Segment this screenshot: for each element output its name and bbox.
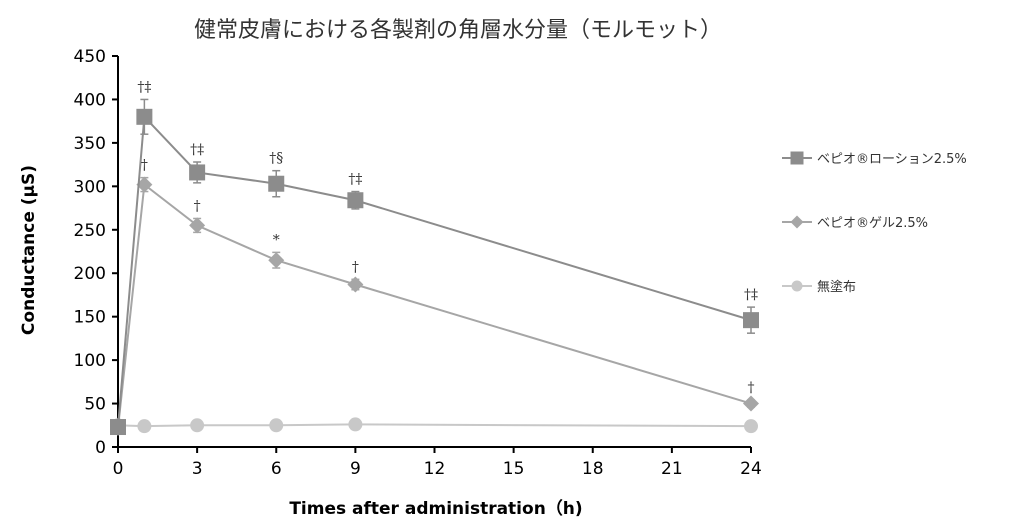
data-point — [189, 217, 206, 234]
legend-item: 無塗布 — [782, 279, 856, 295]
data-point — [744, 419, 758, 434]
series-line — [117, 114, 752, 428]
x-tick-label: 9 — [350, 459, 361, 479]
x-tick-label: 15 — [503, 459, 525, 479]
series-line — [117, 423, 752, 428]
data-point — [189, 164, 206, 181]
significance-label: †‡ — [348, 172, 362, 188]
y-tick-label: 450 — [74, 47, 106, 67]
y-tick-label: 250 — [74, 221, 106, 241]
series-circle — [111, 417, 758, 434]
legend-label: 無塗布 — [817, 279, 856, 295]
significance-label: * — [273, 232, 280, 248]
legend-item: ベピオ®ローション2.5% — [782, 151, 967, 167]
y-tick-label: 50 — [84, 395, 106, 415]
data-point — [269, 418, 284, 433]
significance-annotations: † † * † † †‡ †‡ †§ †‡ †‡ — [137, 79, 758, 396]
legend-label: ベピオ®ローション2.5% — [817, 152, 967, 167]
data-point — [347, 192, 364, 209]
y-tick-label: 0 — [95, 438, 106, 458]
significance-label: † — [141, 158, 148, 174]
series-square — [110, 98, 759, 436]
x-tick-label: 12 — [424, 459, 446, 479]
x-tick-label: 21 — [661, 459, 683, 479]
x-axis-title: Times after administration（h) — [289, 498, 582, 519]
y-tick-label: 200 — [74, 264, 106, 284]
x-tick-label: 24 — [740, 459, 762, 479]
y-tick-label: 400 — [74, 90, 106, 110]
legend-label: ベピオ®ゲル2.5% — [817, 216, 928, 231]
y-tick-label: 300 — [74, 177, 106, 197]
data-point — [743, 312, 759, 329]
data-point — [268, 175, 285, 192]
x-tick-label: 3 — [192, 459, 203, 479]
y-axis-title: Conductance (μS) — [19, 165, 39, 335]
x-tick-label: 18 — [582, 459, 604, 479]
data-point — [110, 419, 126, 436]
x-tick-label: 6 — [271, 459, 282, 479]
data-point — [268, 252, 285, 269]
data-point — [347, 276, 364, 293]
significance-label: †‡ — [137, 79, 151, 95]
legend: ベピオ®ローション2.5% ベピオ®ゲル2.5% 無塗布 — [782, 151, 967, 295]
significance-label: †‡ — [190, 142, 204, 158]
axes — [112, 55, 752, 453]
series-layer — [110, 98, 759, 436]
series-diamond — [110, 176, 759, 436]
y-tick-label: 100 — [74, 351, 106, 371]
y-tick-label: 150 — [74, 308, 106, 328]
series-line — [117, 182, 752, 428]
chart-title: 健常皮膚における各製剤の角層水分量（モルモット） — [194, 18, 722, 43]
data-point — [137, 419, 152, 434]
x-tick-labels: 0 3 6 9 12 15 18 21 24 — [113, 459, 762, 479]
data-point — [136, 176, 153, 193]
significance-label: † — [194, 198, 201, 214]
data-point — [348, 417, 363, 432]
significance-label: † — [748, 380, 755, 396]
legend-marker — [790, 215, 804, 229]
significance-label: †‡ — [744, 287, 758, 303]
legend-marker — [790, 151, 804, 165]
data-point — [743, 395, 759, 412]
y-tick-label: 350 — [74, 134, 106, 154]
y-tick-labels: 0 50 100 150 200 250 300 350 400 450 — [74, 47, 106, 458]
legend-item: ベピオ®ゲル2.5% — [782, 215, 928, 231]
legend-marker — [791, 280, 803, 292]
data-point — [190, 418, 205, 433]
x-tick-label: 0 — [113, 459, 124, 479]
data-point — [136, 108, 153, 125]
significance-label: †§ — [269, 151, 283, 167]
significance-label: † — [352, 259, 359, 275]
